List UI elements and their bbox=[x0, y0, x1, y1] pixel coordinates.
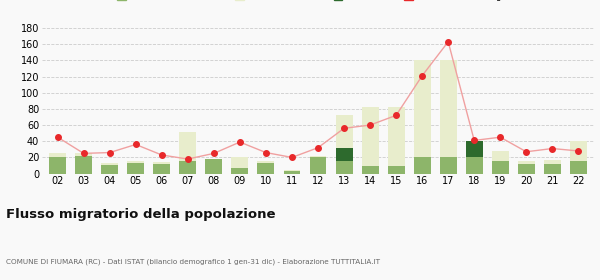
Bar bbox=[544, 164, 561, 174]
Bar bbox=[257, 162, 274, 163]
Bar bbox=[544, 160, 561, 164]
Bar bbox=[310, 157, 326, 174]
Bar bbox=[154, 164, 170, 174]
Bar bbox=[466, 141, 482, 157]
Bar bbox=[335, 162, 353, 174]
Bar bbox=[205, 159, 223, 174]
Bar bbox=[49, 157, 66, 174]
Bar bbox=[75, 153, 92, 156]
Bar bbox=[388, 107, 404, 165]
Bar bbox=[335, 148, 353, 162]
Bar bbox=[127, 162, 144, 163]
Bar bbox=[466, 157, 482, 174]
Legend: Iscritti (da altri comuni), Iscritti (dall'estero), Iscritti (altri), Cancellati: Iscritti (da altri comuni), Iscritti (da… bbox=[113, 0, 523, 4]
Bar bbox=[75, 156, 92, 174]
Text: Flusso migratorio della popolazione: Flusso migratorio della popolazione bbox=[6, 208, 275, 221]
Bar bbox=[49, 153, 66, 157]
Bar bbox=[440, 60, 457, 157]
Bar bbox=[413, 157, 431, 174]
Bar bbox=[362, 107, 379, 165]
Bar bbox=[492, 151, 509, 162]
Bar bbox=[570, 141, 587, 162]
Bar bbox=[179, 161, 196, 174]
Bar bbox=[335, 115, 353, 162]
Bar bbox=[101, 163, 118, 165]
Bar bbox=[101, 165, 118, 174]
Bar bbox=[127, 163, 144, 174]
Bar bbox=[440, 157, 457, 174]
Bar bbox=[154, 162, 170, 164]
Bar bbox=[466, 148, 482, 157]
Bar bbox=[284, 170, 301, 171]
Bar bbox=[388, 165, 404, 174]
Bar bbox=[570, 162, 587, 174]
Text: COMUNE DI FIUMARA (RC) - Dati ISTAT (bilancio demografico 1 gen-31 dic) - Elabor: COMUNE DI FIUMARA (RC) - Dati ISTAT (bil… bbox=[6, 258, 380, 265]
Bar bbox=[179, 132, 196, 161]
Bar bbox=[518, 161, 535, 164]
Bar bbox=[232, 168, 248, 174]
Bar bbox=[284, 171, 301, 174]
Bar bbox=[413, 60, 431, 157]
Bar bbox=[518, 164, 535, 174]
Bar bbox=[362, 165, 379, 174]
Bar bbox=[257, 163, 274, 174]
Bar bbox=[492, 162, 509, 174]
Bar bbox=[232, 157, 248, 168]
Bar bbox=[310, 156, 326, 157]
